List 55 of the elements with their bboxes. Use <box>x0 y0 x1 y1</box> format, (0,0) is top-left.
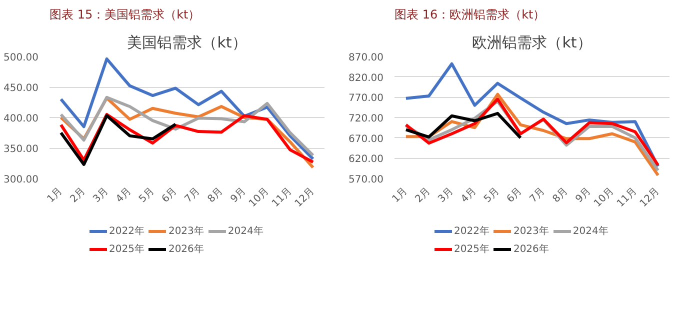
x-tick-label: 4月 <box>114 186 134 205</box>
chart-subtitle: 美国铝需求（kt） <box>127 34 247 52</box>
x-tick-label: 2月 <box>68 186 88 205</box>
y-tick-label: 720.00 <box>348 114 384 124</box>
y-tick-label: 670.00 <box>348 134 384 145</box>
legend-label: 2022年 <box>109 225 144 238</box>
legend-label: 2023年 <box>168 225 204 238</box>
legend-label: 2024年 <box>228 225 264 238</box>
y-tick-label: 870.00 <box>348 52 384 64</box>
x-tick-label: 10月 <box>247 186 272 210</box>
y-tick-label: 820.00 <box>348 72 384 84</box>
legend-label: 2026年 <box>513 243 549 256</box>
x-tick-label: 12月 <box>293 186 317 210</box>
line-series <box>59 96 315 157</box>
x-tick-label: 7月 <box>183 186 202 205</box>
legend-label: 2022年 <box>454 225 490 238</box>
x-tick-label: 11月 <box>270 186 294 210</box>
x-tick-label: 4月 <box>459 186 479 205</box>
y-tick-label: 450.00 <box>4 83 39 94</box>
x-tick-label: 10月 <box>592 186 616 210</box>
legend-label: 2026年 <box>168 243 204 256</box>
x-tick-label: 1月 <box>46 186 65 205</box>
legend-label: 2025年 <box>454 243 490 256</box>
y-tick-label: 300.00 <box>4 174 39 186</box>
x-tick-label: 9月 <box>228 186 248 205</box>
y-tick-label: 500.00 <box>4 52 39 64</box>
x-tick-label: 12月 <box>638 186 662 210</box>
x-tick-label: 6月 <box>160 186 180 205</box>
chart-title: 图表 15：美国铝需求（kt） <box>50 8 200 22</box>
x-tick-label: 5月 <box>137 186 157 205</box>
line-series <box>404 62 660 168</box>
y-tick-label: 350.00 <box>4 144 39 155</box>
x-tick-label: 6月 <box>505 186 524 205</box>
x-tick-label: 3月 <box>91 186 111 205</box>
x-tick-label: 8月 <box>206 186 226 205</box>
chart-subtitle: 欧洲铝需求（kt） <box>472 34 592 52</box>
x-tick-label: 3月 <box>436 186 456 205</box>
line-series <box>59 57 315 160</box>
y-tick-label: 770.00 <box>348 93 384 104</box>
y-tick-label: 400.00 <box>4 114 39 124</box>
x-tick-label: 1月 <box>390 186 410 205</box>
x-tick-label: 8月 <box>550 186 570 205</box>
y-tick-label: 620.00 <box>348 154 384 166</box>
x-tick-label: 11月 <box>615 186 640 210</box>
y-tick-label: 570.00 <box>348 174 384 186</box>
line-series <box>404 112 522 140</box>
x-tick-label: 7月 <box>528 186 548 205</box>
legend-label: 2023年 <box>513 225 549 238</box>
x-tick-label: 9月 <box>574 186 594 205</box>
x-tick-label: 5月 <box>482 186 502 205</box>
x-tick-label: 2月 <box>413 186 433 205</box>
legend-label: 2025年 <box>109 243 144 256</box>
chart-title: 图表 16：欧洲铝需求（kt） <box>394 8 546 22</box>
line-series <box>59 114 178 166</box>
legend-label: 2024年 <box>572 225 608 238</box>
